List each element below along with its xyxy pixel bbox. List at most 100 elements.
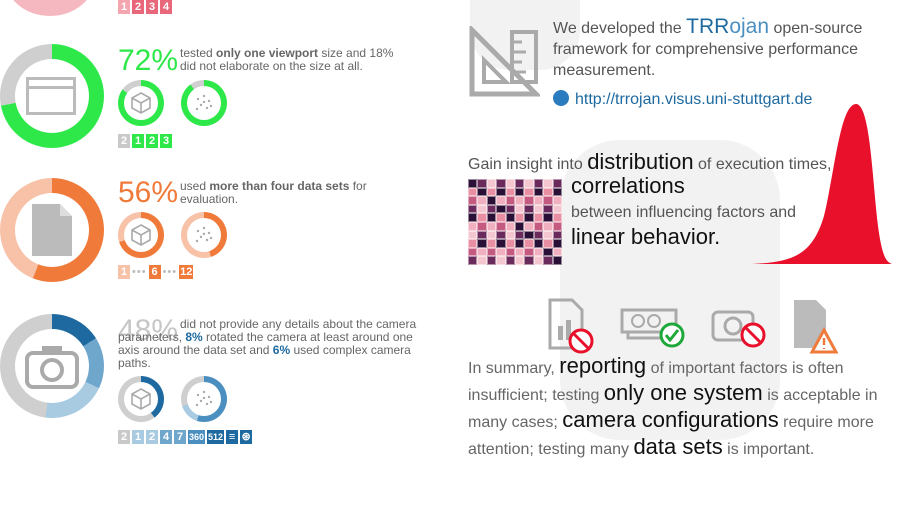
cube-icon: [131, 224, 151, 246]
heatmap-cell: [514, 230, 525, 240]
heatmap-cell: [543, 222, 553, 231]
heatmap-cell: [552, 196, 562, 205]
tile: 2: [132, 0, 144, 14]
heatmap-cell: [468, 256, 478, 265]
datasets-tiles: 1 ••• 6 ••• 12: [118, 265, 194, 279]
cube-mini-donut: [118, 80, 164, 126]
tile: 2: [118, 134, 130, 148]
heatmap-cell: [496, 230, 506, 240]
heatmap-cell: [533, 239, 544, 248]
document-chart-no-icon: [548, 298, 594, 354]
heatmap-cell: [524, 247, 534, 257]
heatmap-cell: [533, 204, 544, 214]
heatmap-cell: [543, 230, 553, 240]
tile: 3: [146, 0, 158, 14]
heatmap-cell: [496, 239, 506, 248]
cube-icon: [131, 92, 151, 114]
heatmap-cell: [468, 222, 478, 231]
heatmap-cell: [468, 239, 478, 248]
heatmap-cell: [496, 213, 506, 222]
heatmap-cell: [468, 247, 478, 257]
tile: 12: [179, 265, 194, 279]
tile: ≡: [226, 430, 239, 444]
heatmap-cell: [477, 256, 487, 265]
tile: 4: [160, 430, 172, 444]
heatmap-cell: [552, 187, 562, 197]
correlations-text: correlations between influencing factors…: [571, 173, 797, 249]
heatmap-cell: [514, 239, 525, 248]
percent-56: 56%: [118, 176, 179, 209]
ellipsis: •••: [132, 266, 147, 278]
point-cloud-icon: [195, 226, 213, 243]
points-mini-donut: [181, 212, 227, 258]
heatmap-cell: [533, 187, 544, 197]
camera-donut: [0, 314, 104, 418]
heatmap-cell: [486, 230, 497, 240]
trrojan-intro: We developed the TRRojan open-source fra…: [553, 15, 863, 79]
heatmap-cell: [543, 196, 553, 205]
heatmap-cell: [533, 179, 544, 188]
camera-description: did not provide any details about the ca…: [118, 317, 417, 370]
cube-mini-donut: [118, 376, 164, 422]
heatmap-cell: [496, 187, 506, 197]
document-icon: [32, 204, 72, 256]
heatmap-cell: [543, 187, 553, 197]
heatmap-cell: [496, 222, 506, 231]
heatmap-cell: [477, 222, 487, 231]
heatmap-cell: [543, 256, 553, 265]
heatmap-cell: [496, 196, 506, 205]
heatmap-cell: [505, 256, 515, 265]
heatmap-cell: [496, 256, 506, 265]
heatmap-cell: [505, 213, 515, 222]
correlation-heatmap: [468, 179, 562, 265]
tile: 512: [207, 430, 225, 444]
cube-mini-donut: [118, 212, 164, 258]
camera-no-icon: [711, 310, 766, 348]
heatmap-cell: [524, 239, 534, 248]
tile: 1: [132, 134, 144, 148]
tile: 3: [160, 134, 172, 148]
heatmap-cell: [477, 187, 487, 197]
heatmap-cell: [514, 247, 525, 257]
heatmap-cell: [486, 213, 497, 222]
heatmap-cell: [468, 230, 478, 240]
heatmap-cell: [524, 187, 534, 197]
heatmap-cell: [477, 213, 487, 222]
datasets-description: used more than four data sets for evalua…: [180, 179, 367, 206]
summary-text: In summary, reporting of important facto…: [468, 353, 878, 459]
ruler-triangle-icon: [469, 26, 540, 97]
heatmap-cell: [533, 222, 544, 231]
project-link[interactable]: http://trrojan.visus.uni-stuttgart.de: [553, 90, 812, 110]
heatmap-cell: [486, 196, 497, 205]
heatmap-cell: [505, 187, 515, 197]
point-cloud-icon: [195, 94, 213, 111]
heatmap-cell: [543, 213, 553, 222]
heatmap-cell: [524, 179, 534, 188]
percent-72: 72%: [118, 44, 179, 77]
heatmap-cell: [514, 179, 525, 188]
cube-icon: [131, 388, 151, 410]
heatmap-cell: [533, 230, 544, 240]
heatmap-cell: [477, 247, 487, 257]
heatmap-cell: [496, 179, 506, 188]
heatmap-cell: [543, 247, 553, 257]
tile: ⊛: [240, 430, 253, 444]
viewport-donut: [0, 44, 104, 148]
heatmap-cell: [477, 204, 487, 214]
heatmap-cell: [496, 247, 506, 257]
trrojan-brand: TRRojan: [686, 15, 770, 38]
heatmap-cell: [514, 196, 525, 205]
percent-48: 48%: [118, 314, 179, 347]
heatmap-cell: [552, 230, 562, 240]
heatmap-cell: [505, 196, 515, 205]
heatmap-cell: [496, 204, 506, 214]
background-shape: [470, 0, 580, 70]
heatmap-cell: [477, 230, 487, 240]
points-mini-donut: [181, 80, 227, 126]
heatmap-cell: [505, 239, 515, 248]
heatmap-cell: [543, 179, 553, 188]
gpu-card-check-icon: [620, 308, 685, 348]
tile: 1: [118, 0, 130, 14]
heatmap-cell: [505, 247, 515, 257]
tile: 360: [188, 430, 206, 444]
